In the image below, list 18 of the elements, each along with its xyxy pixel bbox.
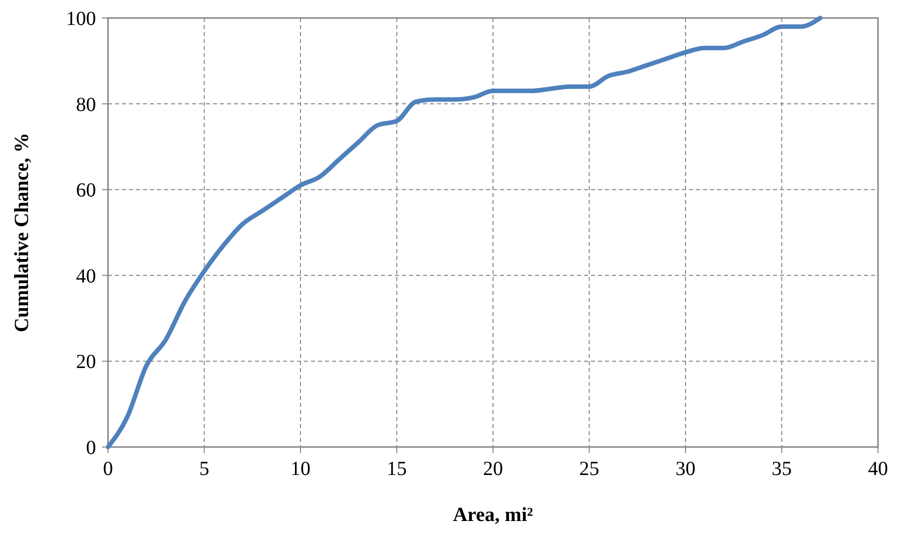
line-series (106, 16, 822, 450)
y-tick-label: 20 (76, 351, 96, 374)
x-tick-label: 30 (676, 458, 696, 480)
x-tick-label: 25 (579, 458, 600, 480)
x-tick-label: 0 (103, 458, 113, 480)
y-axis-title: Cumulative Chance, % (11, 132, 33, 332)
y-tick-label: 80 (76, 94, 96, 116)
y-tick-label: 40 (76, 265, 96, 288)
x-tick-label: 5 (199, 458, 210, 480)
x-axis-title: Area, mi² (452, 504, 534, 526)
y-tick-label: 100 (66, 8, 96, 30)
x-tick-label: 15 (386, 458, 407, 480)
x-tick-label: 40 (868, 458, 888, 480)
x-tick-label: 20 (483, 458, 503, 480)
x-tick-label: 10 (290, 458, 310, 480)
y-tick-label: 60 (76, 180, 96, 202)
y-tick-label: 0 (86, 437, 96, 459)
x-tick-label: 35 (772, 458, 792, 480)
